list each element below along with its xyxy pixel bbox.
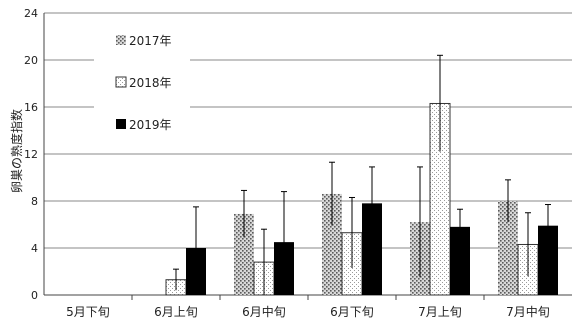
- error-bars: [173, 54, 551, 295]
- y-tick-label: 20: [24, 54, 38, 67]
- legend-label: 2017年: [129, 34, 172, 48]
- y-tick-label: 0: [31, 289, 38, 302]
- legend-label: 2019年: [129, 118, 172, 132]
- bar: [322, 193, 342, 295]
- legend-swatch: [116, 119, 126, 129]
- x-tick-label: 7月上旬: [418, 305, 462, 319]
- x-tick-label: 5月下旬: [66, 305, 110, 319]
- y-tick-label: 12: [24, 148, 38, 161]
- y-tick-label: 16: [24, 101, 38, 114]
- legend-label: 2018年: [129, 76, 172, 90]
- y-tick-label: 4: [31, 242, 38, 255]
- legend-swatch: [115, 76, 127, 88]
- axes: 0 4 8 12 16 20 24 5月下旬 6月上旬 6月中旬 6月下旬 7月上旬 7月中旬: [24, 7, 572, 319]
- bar: [362, 203, 382, 295]
- legend-background: [94, 30, 190, 142]
- bar: [450, 226, 470, 295]
- bar: [234, 213, 254, 295]
- x-tick-label: 6月上旬: [154, 305, 198, 319]
- x-tick-label: 7月中旬: [506, 304, 550, 319]
- legend: 2017年 2018年 2019年: [94, 30, 190, 142]
- x-tick-label: 6月中旬: [242, 304, 286, 319]
- y-axis-label: 卵巣の熟度指数: [9, 109, 24, 193]
- bars: [165, 102, 558, 296]
- x-tick-label: 6月下旬: [330, 305, 374, 319]
- y-tick-label: 24: [24, 7, 38, 20]
- legend-swatch: [116, 35, 126, 45]
- bar: [498, 201, 518, 295]
- y-tick-label: 8: [31, 195, 38, 208]
- bar: [538, 225, 558, 295]
